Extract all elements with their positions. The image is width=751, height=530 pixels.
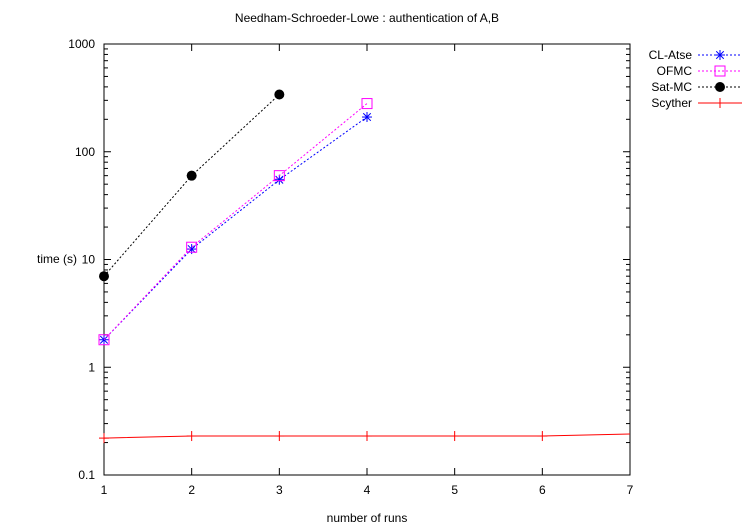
legend-marker-cl-atse: [715, 50, 725, 60]
legend-marker-sat-mc: [715, 82, 725, 92]
x-tick-label: 1: [101, 483, 108, 497]
x-axis-label: number of runs: [327, 511, 408, 525]
data-point-sat-mc: [99, 271, 109, 282]
x-tick-label: 2: [188, 483, 195, 497]
data-point-ofmc: [98, 334, 110, 346]
chart-title: Needham-Schroeder-Lowe : authentication …: [235, 11, 499, 25]
y-tick-label: 0.1: [78, 468, 95, 482]
legend: CL-Atse OFMC Sat-MC Scyther: [649, 48, 742, 110]
data-point-ofmc: [186, 241, 198, 253]
data-point-sat-mc: [186, 170, 197, 181]
x-tick-label: 6: [539, 483, 546, 497]
legend-label-ofmc: OFMC: [657, 64, 693, 78]
data-point-cl-atse: [187, 244, 196, 254]
legend-label-scyther: Scyther: [651, 96, 692, 110]
data-point-cl-atse: [275, 175, 284, 184]
series-cl-atse: [99, 112, 372, 345]
y-tick-label: 1000: [68, 37, 95, 51]
legend-label-cl-atse: CL-Atse: [649, 48, 693, 62]
series-ofmc: [98, 98, 373, 346]
legend-entry-cl-atse: CL-Atse: [649, 48, 742, 62]
legend-entry-ofmc: OFMC: [657, 64, 742, 78]
series-line-ofmc: [103, 103, 368, 341]
data-point-sat-mc: [274, 89, 285, 100]
x-tick-label: 5: [451, 483, 458, 497]
y-tick-label: 10: [82, 253, 96, 267]
y-axis-label: time (s): [37, 252, 77, 266]
x-tick-label: 7: [627, 483, 634, 497]
legend-entry-sat-mc: Sat-MC: [651, 80, 742, 94]
series-line-cl-atse: [103, 116, 368, 341]
data-point-cl-atse: [362, 112, 372, 122]
plot-series: [98, 89, 631, 444]
x-tick-label: 4: [364, 483, 371, 497]
legend-marker-ofmc: [714, 65, 726, 77]
series-scyther: [99, 431, 631, 444]
data-point-ofmc: [361, 98, 373, 110]
legend-label-sat-mc: Sat-MC: [651, 80, 692, 94]
axis-ticks: 1 2 3 4 5 6 7 0.1 1 10 100 1000: [68, 37, 633, 497]
x-tick-label: 3: [276, 483, 283, 497]
legend-entry-scyther: Scyther: [651, 96, 742, 110]
data-point-ofmc: [273, 170, 285, 182]
series-sat-mc: [99, 89, 285, 282]
y-tick-label: 1: [88, 360, 95, 374]
y-tick-label: 100: [75, 145, 95, 159]
